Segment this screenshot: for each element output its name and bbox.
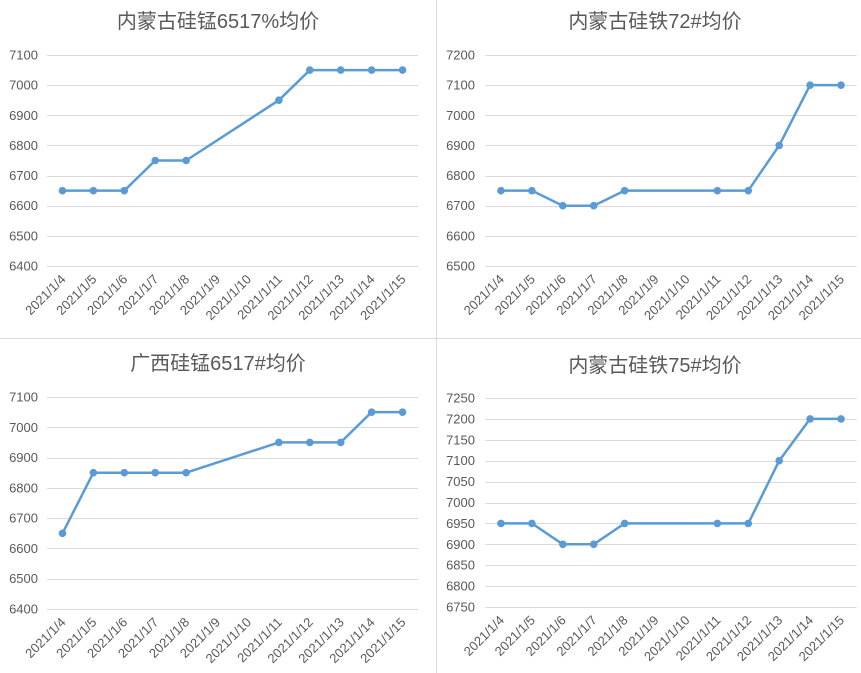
y-tick-label: 7100 bbox=[446, 453, 475, 468]
y-tick-label: 6800 bbox=[9, 138, 38, 153]
data-point bbox=[398, 408, 407, 416]
chart-panel-top-left: 内蒙古硅锰6517%均价 6400 6500 6600 6700 6800 6900 700… bbox=[0, 0, 436, 338]
y-tick-label: 7000 bbox=[9, 78, 38, 93]
data-point bbox=[589, 201, 598, 210]
data-point bbox=[305, 66, 314, 74]
y-tick-label: 6900 bbox=[446, 537, 475, 552]
chart-panel-bottom-right: 内蒙古硅铁75#均价 6750 6800 6850 6900 6950 7000 7050 7… bbox=[437, 340, 861, 673]
y-tick-label: 6700 bbox=[446, 198, 475, 213]
data-point bbox=[806, 415, 814, 423]
data-point bbox=[120, 468, 129, 477]
y-tick-label: 6400 bbox=[9, 259, 38, 274]
data-point bbox=[367, 66, 376, 74]
data-point bbox=[837, 81, 845, 89]
data-point bbox=[58, 529, 67, 538]
data-point bbox=[497, 519, 505, 528]
data-point bbox=[182, 156, 190, 165]
y-tick-label: 6500 bbox=[9, 228, 38, 243]
data-point bbox=[558, 540, 567, 549]
data-point bbox=[275, 96, 283, 105]
data-point bbox=[528, 186, 536, 195]
chart-title: 内蒙古硅锰6517%均价 bbox=[117, 10, 319, 33]
data-point bbox=[336, 66, 345, 74]
data-point bbox=[151, 156, 160, 165]
y-tick-label: 7150 bbox=[446, 432, 475, 447]
y-tick-label: 6900 bbox=[9, 450, 38, 465]
data-point bbox=[528, 519, 536, 528]
y-tick-label: 7100 bbox=[9, 390, 38, 405]
data-point bbox=[713, 519, 722, 528]
panel-divider-horizontal bbox=[0, 338, 861, 339]
data-point bbox=[58, 186, 67, 195]
chart-title: 广西硅锰6517#均价 bbox=[130, 352, 306, 375]
data-point bbox=[89, 186, 98, 195]
y-tick-label: 6400 bbox=[9, 602, 38, 617]
y-tick-label: 6500 bbox=[446, 259, 475, 274]
y-tick-label: 6850 bbox=[446, 558, 475, 573]
y-tick-label: 7200 bbox=[446, 48, 475, 63]
chart-title: 内蒙古硅铁72#均价 bbox=[568, 10, 741, 33]
y-tick-label: 6700 bbox=[9, 511, 38, 526]
data-point bbox=[558, 201, 567, 210]
y-tick-label: 7100 bbox=[446, 78, 475, 93]
line-chart: 广西硅锰6517#均价 6400 6500 6600 6700 6800 6900 7000… bbox=[9, 352, 418, 666]
data-point bbox=[806, 81, 814, 89]
data-point bbox=[151, 468, 160, 477]
data-point bbox=[336, 438, 345, 447]
y-tick-label: 6800 bbox=[9, 480, 38, 495]
line-chart: 内蒙古硅铁72#均价 6500 6600 6700 6800 6900 7000 7100 7… bbox=[446, 10, 857, 323]
y-tick-label: 7050 bbox=[446, 474, 475, 489]
data-point bbox=[398, 66, 407, 74]
series-line bbox=[499, 417, 843, 546]
data-point bbox=[775, 456, 784, 465]
gridlines bbox=[47, 397, 418, 610]
y-tick-label: 6950 bbox=[446, 516, 475, 531]
data-point bbox=[275, 438, 283, 447]
data-point bbox=[744, 519, 753, 528]
series-line bbox=[61, 410, 404, 535]
data-point bbox=[713, 186, 722, 195]
chart-title: 内蒙古硅铁75#均价 bbox=[568, 354, 741, 377]
line-chart: 内蒙古硅铁75#均价 6750 6800 6850 6900 6950 7000 7050 7… bbox=[446, 354, 857, 664]
y-tick-label: 6600 bbox=[446, 228, 475, 243]
data-point bbox=[620, 186, 629, 195]
series-line bbox=[61, 68, 404, 192]
gridlines bbox=[47, 55, 418, 267]
series-line bbox=[499, 83, 843, 207]
data-point bbox=[120, 186, 129, 195]
data-point bbox=[89, 468, 98, 477]
panel-divider-vertical bbox=[436, 0, 437, 673]
data-point bbox=[589, 540, 598, 549]
y-tick-label: 7000 bbox=[446, 108, 475, 123]
y-tick-label: 7000 bbox=[9, 420, 38, 435]
y-tick-label: 6900 bbox=[9, 108, 38, 123]
chart-panel-bottom-left: 广西硅锰6517#均价 6400 6500 6600 6700 6800 6900 7000… bbox=[0, 340, 436, 673]
y-tick-label: 6600 bbox=[9, 198, 38, 213]
data-point bbox=[620, 519, 629, 528]
line-chart: 内蒙古硅锰6517%均价 6400 6500 6600 6700 6800 6900 700… bbox=[9, 10, 418, 323]
data-point bbox=[367, 408, 376, 416]
y-tick-label: 6600 bbox=[9, 541, 38, 556]
data-point bbox=[837, 415, 845, 423]
y-tick-label: 6500 bbox=[9, 571, 38, 586]
y-tick-label: 6700 bbox=[9, 168, 38, 183]
y-tick-label: 7250 bbox=[446, 391, 475, 406]
y-tick-label: 7000 bbox=[446, 495, 475, 510]
y-tick-label: 6900 bbox=[446, 138, 475, 153]
y-tick-label: 7200 bbox=[446, 411, 475, 426]
y-tick-label: 7100 bbox=[9, 48, 38, 63]
data-point bbox=[305, 438, 314, 447]
y-tick-label: 6800 bbox=[446, 168, 475, 183]
data-point bbox=[775, 141, 784, 150]
data-point bbox=[182, 468, 190, 477]
y-tick-label: 6800 bbox=[446, 579, 475, 594]
y-tick-label: 6750 bbox=[446, 600, 475, 615]
data-point bbox=[497, 186, 505, 195]
data-point bbox=[744, 186, 753, 195]
gridlines bbox=[485, 55, 857, 267]
chart-panel-top-right: 内蒙古硅铁72#均价 6500 6600 6700 6800 6900 7000 7100 7… bbox=[437, 0, 861, 338]
